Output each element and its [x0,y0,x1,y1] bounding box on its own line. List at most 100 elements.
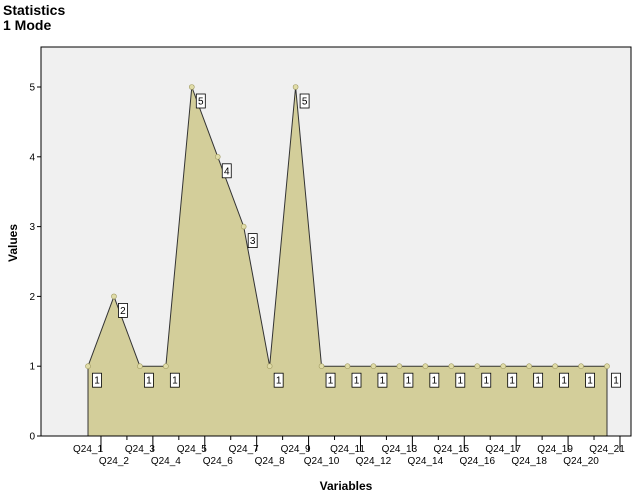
data-label-box [429,372,440,388]
data-label-text: 3 [250,236,256,247]
data-point [163,363,169,370]
data-label: 1 [585,372,595,388]
data-label: 1 [377,372,388,388]
data-label: 1 [143,372,154,388]
data-point [370,363,377,370]
data-label-box [169,372,180,388]
data-label: 1 [351,372,362,388]
data-point [604,363,610,370]
data-label-box [481,372,492,388]
x-tick-label: Q24_16 [459,456,495,467]
data-point [111,293,117,300]
x-tick-label: Q24_10 [304,456,340,467]
y-tick-label: 0 [29,432,35,443]
data-label: 1 [403,372,414,388]
data-label-box [377,372,388,388]
data-label-box [585,372,595,388]
x-tick-label: Q24_1 [73,444,103,455]
x-tick-label: Q24_20 [563,456,599,467]
data-label: 1 [273,372,284,388]
data-label-box [455,372,466,388]
data-label-box [299,93,310,109]
x-tick-label: Q24_19 [537,444,573,455]
chart-subtitle: 1 Mode [3,17,52,33]
data-label: 5 [299,93,310,109]
x-tick-label: Q24_2 [99,456,129,467]
data-label-text: 1 [587,376,593,387]
data-point [396,363,403,370]
x-tick-label: Q24_7 [229,444,259,455]
data-label: 3 [247,233,258,249]
data-label-text: 1 [458,376,464,387]
data-label-box [351,372,362,388]
data-label-text: 1 [432,376,438,387]
data-label-box [195,93,206,109]
x-tick-label: Q24_8 [255,456,285,467]
data-label-text: 1 [483,376,489,387]
data-label-text: 5 [302,97,308,108]
data-point [344,363,351,370]
data-label-box [403,372,414,388]
data-label: 1 [507,372,518,388]
data-label-box [611,372,621,388]
data-label-text: 1 [509,376,515,387]
data-label: 1 [533,372,544,388]
x-tick-label: Q24_11 [330,444,365,455]
data-label-text: 1 [328,376,334,387]
x-tick-label: Q24_6 [203,456,233,467]
chart-title-block: Statistics 1 Mode [3,3,65,33]
x-tick-label: Q24_4 [151,456,181,467]
data-point [578,363,584,370]
data-label-text: 1 [146,376,152,387]
y-tick-label: 1 [29,362,35,373]
data-label: 5 [195,93,206,109]
data-label: 1 [481,372,492,388]
data-point [500,363,507,370]
data-label-text: 1 [172,376,178,387]
data-label-text: 5 [198,97,204,108]
y-tick-label: 3 [29,222,35,233]
data-labels: 1 2 1 1 5 4 3 1 5 1 1 1 1 1 1 1 1 1 1 1 1 [92,93,621,388]
data-label: 1 [455,372,466,388]
data-point [526,363,532,370]
x-tick-label: Q24_21 [589,444,625,455]
y-tick-label: 2 [29,292,35,303]
data-label-text: 1 [354,376,360,387]
data-label: 1 [611,372,621,388]
data-label: 2 [118,302,128,318]
data-point [85,363,91,370]
data-label-text: 1 [406,376,412,387]
x-tick-label: Q24_5 [177,444,207,455]
data-label-box [118,302,128,318]
data-point [552,363,558,370]
data-point [448,363,455,370]
x-tick-label: Q24_14 [408,456,444,467]
data-label: 1 [429,372,440,388]
data-point [137,363,143,370]
data-label-box [325,372,336,388]
data-label-box [533,372,544,388]
x-tick-label: Q24_3 [125,444,155,455]
area-fill [87,86,608,437]
data-label-box [559,372,569,388]
data-label-box [143,372,154,388]
data-label: 4 [221,163,232,179]
data-label-box [273,372,284,388]
data-point [422,363,429,370]
data-point [474,363,481,370]
x-tick-label: Q24_12 [356,456,392,467]
data-label-text: 1 [535,376,541,387]
data-label-text: 1 [276,376,282,387]
data-label-box [221,163,232,179]
data-point [266,363,273,370]
axes: 012345Q24_1Q24_2Q24_3Q24_4Q24_5Q24_6Q24_… [29,47,631,467]
x-tick-label: Q24_15 [434,444,470,455]
area-series [87,86,608,437]
x-tick-label: Q24_17 [485,444,521,455]
x-tick-label: Q24_9 [281,444,311,455]
y-tick-label: 4 [29,152,35,163]
data-label-text: 1 [561,376,567,387]
x-tick-label: Q24_13 [382,444,418,455]
data-label-text: 2 [120,306,126,317]
